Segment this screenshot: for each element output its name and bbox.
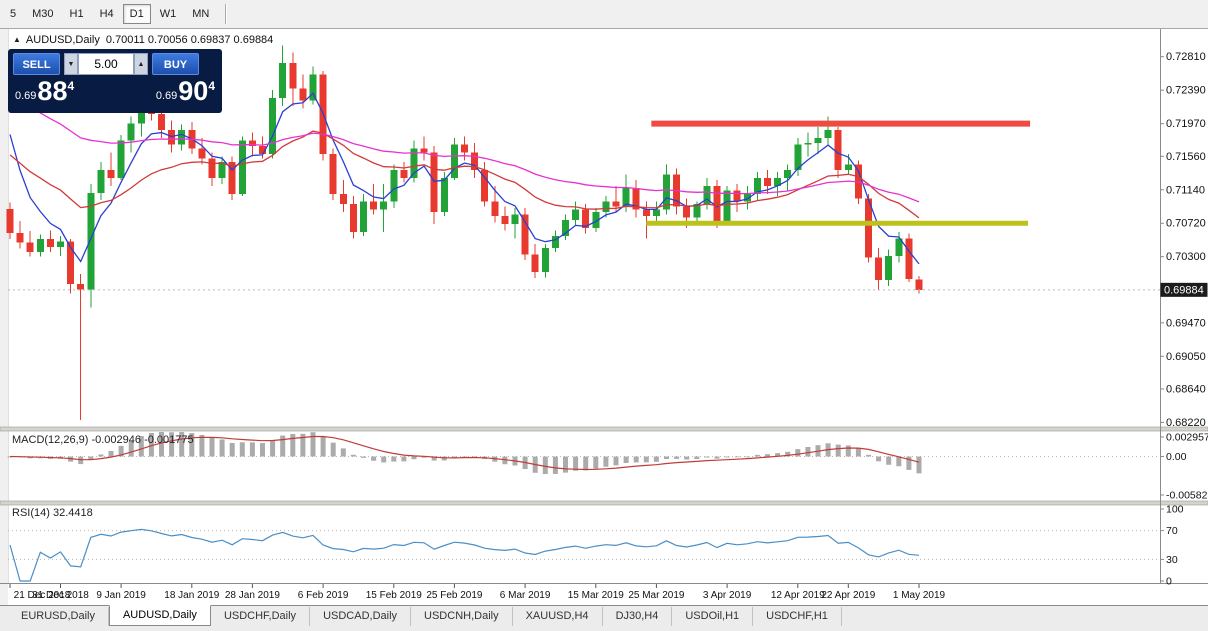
svg-text:30: 30 [1166, 554, 1178, 566]
timeframe-button-MN[interactable]: MN [192, 8, 210, 20]
svg-text:0.72390: 0.72390 [1166, 85, 1206, 97]
volume-decrease-button[interactable]: ▼ [64, 53, 78, 75]
sell-price: 0.69 88 4 [15, 76, 74, 106]
svg-text:0.71970: 0.71970 [1166, 118, 1206, 130]
chart-tab-bar: EURUSD,Daily AUDUSD,Daily USDCHF,Daily USDC… [0, 605, 1208, 631]
sell-price-pipette: 4 [67, 79, 75, 93]
svg-text:6 Feb 2019: 6 Feb 2019 [298, 590, 349, 601]
buy-button[interactable]: BUY [152, 53, 199, 75]
tab-DJ30-H4[interactable]: DJ30,H4 [603, 607, 673, 626]
svg-text:0.70720: 0.70720 [1166, 218, 1206, 230]
tab-USDCNH-Daily[interactable]: USDCNH,Daily [411, 607, 513, 626]
macd-indicator: 0.002957 0.00 -0.005825 [7, 432, 1208, 502]
chart-symbol: AUDUSD,Daily [25, 34, 100, 46]
ma-line-20 [9, 130, 920, 219]
svg-text:9 Jan 2019: 9 Jan 2019 [96, 590, 146, 601]
svg-text:25 Mar 2019: 25 Mar 2019 [628, 590, 685, 601]
candlesticks [6, 45, 923, 421]
volume-input[interactable]: 5.00 [78, 53, 134, 75]
svg-text:18 Jan 2019: 18 Jan 2019 [164, 590, 219, 601]
current-price-badge [1160, 282, 1208, 297]
chart-title: ▲ AUDUSD,Daily 0.70011 0.70056 0.69837 0.6… [13, 34, 273, 46]
svg-text:6 Mar 2019: 6 Mar 2019 [500, 590, 551, 601]
svg-text:15 Feb 2019: 15 Feb 2019 [366, 590, 423, 601]
svg-text:0.68220: 0.68220 [1166, 417, 1206, 429]
svg-text:0.71140: 0.71140 [1166, 184, 1205, 196]
svg-text:15 Mar 2019: 15 Mar 2019 [568, 590, 625, 601]
svg-text:0.68640: 0.68640 [1166, 383, 1206, 395]
timeframe-button-M30[interactable]: M30 [32, 8, 54, 20]
svg-text:0.002957: 0.002957 [1166, 432, 1208, 444]
svg-text:28 Jan 2019: 28 Jan 2019 [225, 590, 280, 601]
tab-USDCAD-Daily[interactable]: USDCAD,Daily [310, 607, 412, 626]
svg-text:0.71560: 0.71560 [1166, 151, 1206, 163]
tab-AUDUSD-Daily[interactable]: AUDUSD,Daily [108, 605, 211, 626]
svg-text:0.72810: 0.72810 [1166, 51, 1206, 63]
chart-ohlc: 0.70011 0.70056 0.69837 0.69884 [105, 34, 274, 46]
svg-text:1 May 2019: 1 May 2019 [893, 590, 946, 601]
sell-price-big: 88 [37, 76, 68, 106]
volume-increase-button[interactable]: ▲ [134, 53, 148, 75]
tab-USDCHF-H1[interactable]: USDCHF,H1 [753, 607, 842, 626]
timeframe-button-5[interactable]: 5 [10, 8, 17, 20]
ma-line-45 [9, 93, 920, 203]
svg-text:70: 70 [1166, 525, 1178, 537]
timeframe-button-H4[interactable]: H4 [99, 8, 114, 20]
macd-label: MACD(12,26,9) -0.002946 -0.001775 [12, 434, 194, 446]
tab-XAUUSD-H4[interactable]: XAUUSD,H4 [513, 607, 603, 626]
toolbar-separator [225, 4, 228, 24]
svg-text:21 Dec 2018: 21 Dec 2018 [14, 590, 71, 601]
svg-text:100: 100 [1166, 504, 1184, 516]
svg-text:0.00: 0.00 [1166, 451, 1187, 463]
buy-price: 0.69 90 4 [156, 76, 215, 106]
svg-text:3 Apr 2019: 3 Apr 2019 [703, 590, 752, 601]
svg-text:0.70300: 0.70300 [1166, 251, 1206, 263]
ma-line-5 [9, 92, 920, 265]
chart-symbol-icon: ▲ [13, 35, 21, 44]
svg-text:-0.005825: -0.005825 [1166, 490, 1208, 502]
buy-price-prefix: 0.69 [155, 90, 178, 102]
moving-averages [9, 92, 920, 265]
rsi-indicator: 100 70 30 0 [8, 504, 1184, 588]
svg-text:31 Dec 2018: 31 Dec 2018 [32, 590, 89, 601]
tab-EURUSD-Daily[interactable]: EURUSD,Daily [8, 607, 109, 626]
svg-text:0.69470: 0.69470 [1166, 317, 1206, 329]
svg-text:0: 0 [1166, 576, 1172, 588]
svg-text:12 Apr 2019: 12 Apr 2019 [771, 590, 825, 601]
timeframe-button-W1[interactable]: W1 [159, 8, 177, 20]
rsi-line [9, 528, 920, 582]
sell-price-prefix: 0.69 [15, 90, 37, 102]
rsi-label: RSI(14) 32.4418 [12, 507, 93, 519]
svg-text:0.69050: 0.69050 [1166, 351, 1206, 363]
tab-USDCHF-Daily[interactable]: USDCHF,Daily [211, 607, 311, 626]
price-axis[interactable]: 0.72810 0.72390 0.71970 0.71560 0.71140 0.707… [8, 51, 1208, 429]
buy-price-pipette: 4 [208, 79, 215, 93]
svg-text:25 Feb 2019: 25 Feb 2019 [426, 590, 483, 601]
svg-text:22 Apr 2019: 22 Apr 2019 [821, 590, 875, 601]
buy-price-big: 90 [178, 76, 209, 106]
svg-text:0.69884: 0.69884 [1164, 284, 1204, 296]
timeframe-button-D1[interactable]: D1 [122, 4, 151, 24]
timeframe-toolbar: 5 M30 H1 H4 D1 W1 MN [0, 0, 1208, 29]
one-click-trade-panel: SELL ▼ 5.00 ▲ BUY 0.69 88 4 0.69 90 4 [8, 49, 222, 113]
timeframe-button-H1[interactable]: H1 [69, 8, 84, 20]
timeframe-buttons: 5 M30 H1 H4 D1 W1 MN [0, 3, 217, 25]
macd-signal-line [9, 435, 920, 471]
tab-USDOil-H1[interactable]: USDOil,H1 [672, 607, 754, 626]
sell-button[interactable]: SELL [13, 53, 60, 75]
